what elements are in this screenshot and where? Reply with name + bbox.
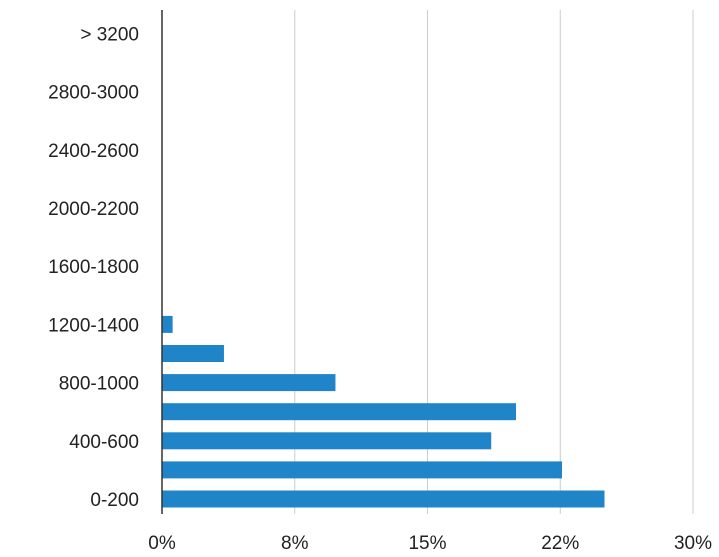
bars xyxy=(162,315,605,508)
x-axis-tick-labels: 0% 8% 15% 22% 30% xyxy=(148,533,712,554)
bar-800-1000 xyxy=(162,374,336,392)
y-tick-label: > 3200 xyxy=(80,24,139,45)
x-tick-label: 0% xyxy=(148,533,176,554)
grid-lines xyxy=(294,10,694,514)
y-tick-label: 800-1000 xyxy=(59,374,139,395)
x-tick-label: 22% xyxy=(541,533,579,554)
y-tick-label: 2400-2600 xyxy=(48,141,139,162)
y-tick-label: 0-200 xyxy=(90,490,139,511)
y-tick-label: 1200-1400 xyxy=(48,315,139,336)
x-tick-label: 30% xyxy=(674,533,712,554)
bar-1000-1200 xyxy=(162,345,224,362)
bar-600-800 xyxy=(162,403,516,421)
x-tick-label: 15% xyxy=(408,533,446,554)
y-tick-label: 1600-1800 xyxy=(48,257,139,278)
y-axis-tick-labels: 0-200 400-600 800-1000 1200-1400 1600-1800 20… xyxy=(48,24,139,511)
bar-1200-1400 xyxy=(162,315,173,333)
bar-0-200 xyxy=(162,490,605,508)
x-tick-label: 8% xyxy=(281,533,309,554)
y-tick-label: 2000-2200 xyxy=(48,199,139,220)
bar-200-400 xyxy=(162,461,563,479)
y-tick-label: 2800-3000 xyxy=(48,83,139,104)
y-tick-label: 400-600 xyxy=(69,432,139,453)
bar-400-600 xyxy=(162,432,492,450)
